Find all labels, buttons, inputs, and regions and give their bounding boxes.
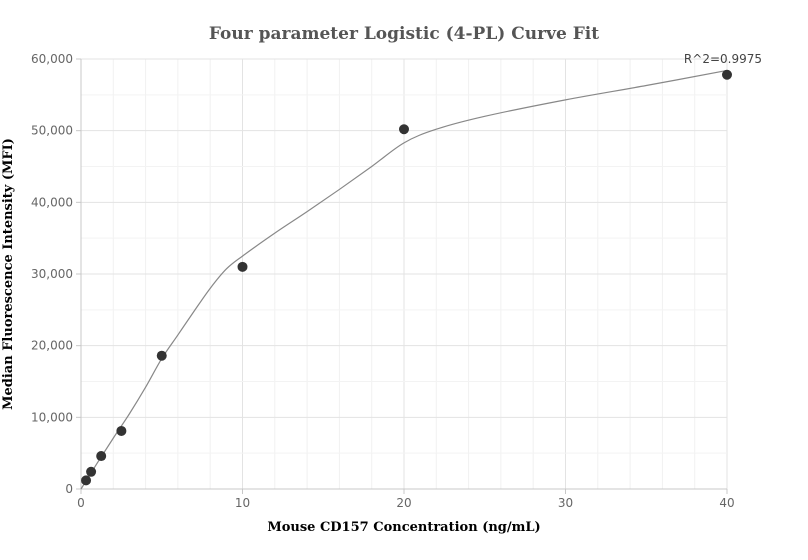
y-tick-label: 60,000 [31,52,73,66]
data-point [81,475,92,486]
y-tick-label: 20,000 [31,339,73,353]
y-tick-label: 10,000 [31,410,73,424]
x-tick-label: 10 [235,496,250,510]
fit-curve [80,69,728,490]
data-point [86,466,97,477]
x-tick-label: 20 [396,496,411,510]
grid [80,58,728,490]
y-tick-label: 30,000 [31,267,73,281]
x-tick-label: 30 [558,496,573,510]
data-point [399,124,409,135]
y-tick-label: 40,000 [31,195,73,209]
y-tick-label: 0 [65,482,73,496]
y-tick-label: 50,000 [31,124,73,138]
x-tick-label: 0 [77,496,85,510]
data-point [116,425,127,436]
y-axis-label: Median Fluorescence Intensity (MFI) [1,138,16,410]
data-point [237,261,248,272]
x-tick-label: 40 [719,496,734,510]
data-point [722,69,732,80]
data-point [96,451,107,462]
r-squared-annotation: R^2=0.9975 [684,52,762,66]
chart-title: Four parameter Logistic (4-PL) Curve Fit [209,24,599,44]
data-point [156,350,167,361]
tick-labels: 0 10 20 30 40 0 10,000 20,000 30,000 40,000 50,000… [31,52,735,510]
data-points [81,69,732,486]
axes [76,58,728,494]
x-axis-label: Mouse CD157 Concentration (ng/mL) [267,520,540,535]
